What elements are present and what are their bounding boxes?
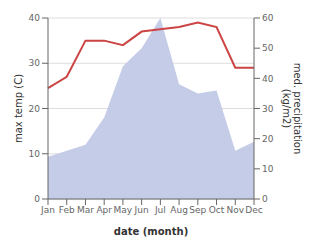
- svg-text:Nov: Nov: [226, 205, 244, 215]
- svg-text:May: May: [114, 205, 133, 215]
- svg-text:10: 10: [29, 149, 41, 159]
- svg-text:10: 10: [262, 164, 274, 174]
- svg-text:Oct: Oct: [209, 205, 225, 215]
- svg-text:40: 40: [29, 13, 41, 23]
- svg-text:Dec: Dec: [245, 205, 262, 215]
- svg-text:40: 40: [262, 74, 274, 84]
- svg-text:20: 20: [29, 104, 41, 114]
- svg-text:max temp (C): max temp (C): [13, 74, 24, 143]
- svg-text:Jul: Jul: [154, 205, 166, 215]
- svg-text:20: 20: [262, 134, 274, 144]
- svg-text:30: 30: [29, 58, 41, 68]
- svg-text:50: 50: [262, 43, 274, 53]
- svg-text:Jun: Jun: [134, 205, 149, 215]
- svg-text:Apr: Apr: [96, 205, 112, 215]
- svg-text:Feb: Feb: [59, 205, 75, 215]
- svg-text:date (month): date (month): [114, 226, 188, 237]
- svg-text:Jan: Jan: [40, 205, 55, 215]
- svg-text:med. precipitation(kg/m2): med. precipitation(kg/m2): [281, 63, 304, 155]
- svg-text:30: 30: [262, 104, 274, 114]
- svg-text:Sep: Sep: [189, 205, 206, 215]
- svg-text:0: 0: [262, 194, 268, 204]
- svg-text:0: 0: [34, 194, 40, 204]
- svg-text:60: 60: [262, 13, 274, 23]
- svg-text:Aug: Aug: [170, 205, 188, 215]
- svg-text:Mar: Mar: [77, 205, 94, 215]
